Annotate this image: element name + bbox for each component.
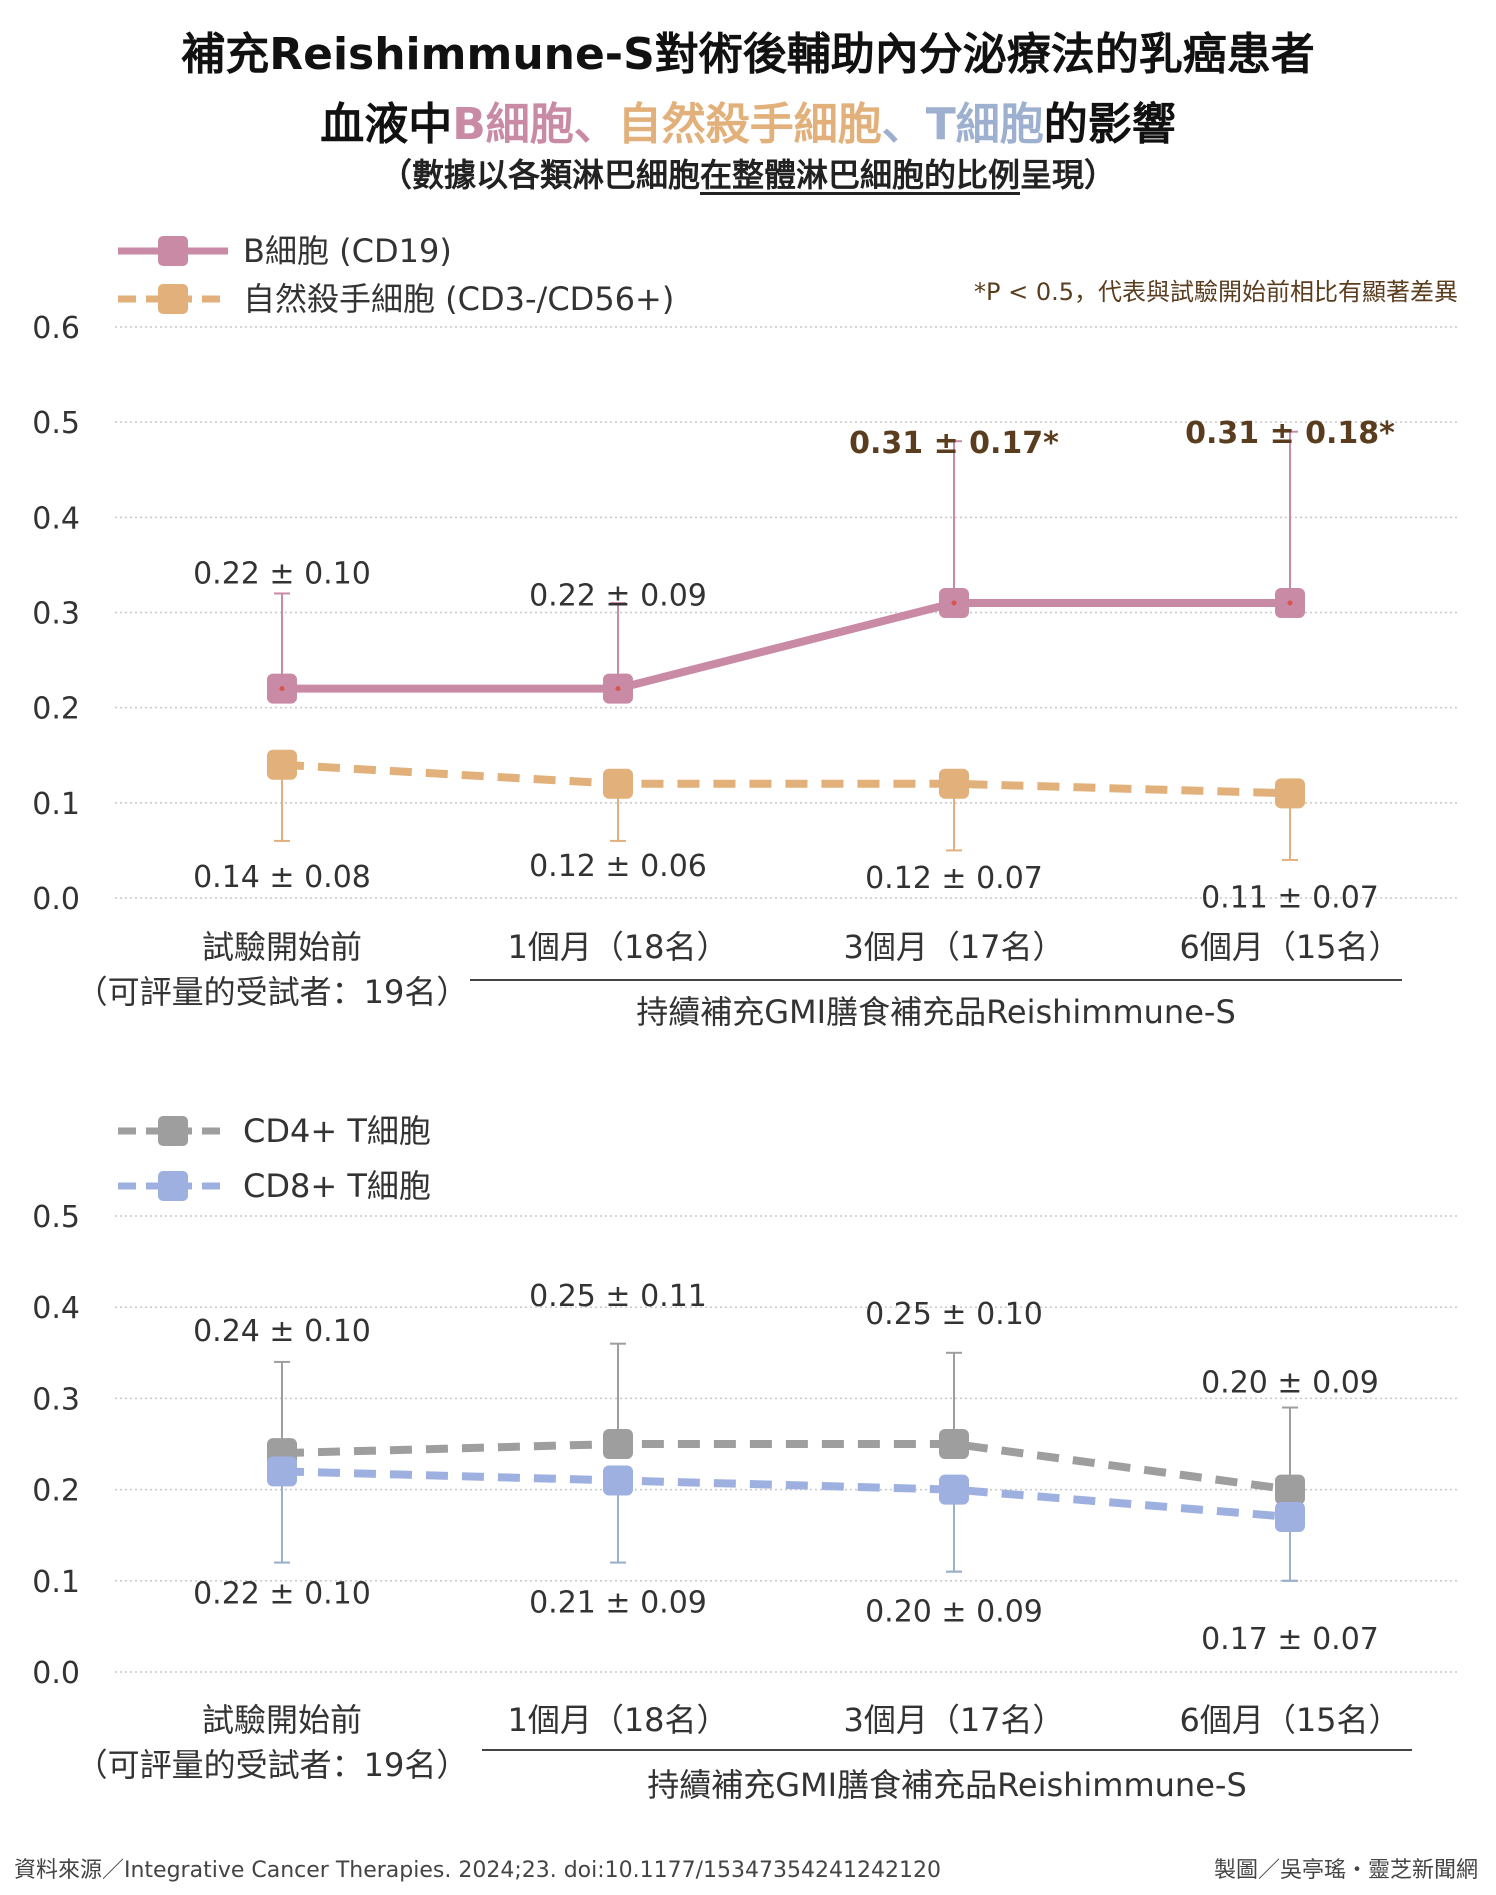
baseline-note: （可評量的受試者：19名） [76, 1746, 469, 1784]
series-1-0-point [1275, 1474, 1305, 1505]
data-note-open: （數據以各類淋巴細胞 [379, 156, 700, 194]
x-category-label: 3個月（17名） [843, 1701, 1064, 1739]
legend-label: CD8+ T細胞 [243, 1167, 431, 1205]
significance-note: *P < 0.5，代表與試驗開始前相比有顯著差異 [974, 278, 1458, 306]
series-1-0-point [603, 1429, 633, 1459]
y-tick-label: 0.0 [32, 882, 80, 917]
legend-label: 自然殺手細胞 (CD3-/CD56+) [243, 280, 674, 318]
subtitle-separator-1: 、 [573, 99, 618, 150]
x-category-label: 試驗開始前 [202, 928, 362, 966]
data-label: 0.31 ± 0.17* [849, 426, 1059, 461]
series-0-1-line [281, 760, 1291, 798]
data-label: 0.24 ± 0.10 [193, 1314, 371, 1349]
y-tick-label: 0.6 [32, 311, 80, 346]
series-1-1-point [603, 1465, 633, 1496]
x-category-label: 試驗開始前 [202, 1701, 362, 1739]
series-0-1-point [939, 768, 969, 799]
chart-title: 補充Reishimmune-S對術後輔助內分泌療法的乳癌患者 [181, 29, 1315, 80]
legend-marker [158, 284, 188, 314]
point-center-dot [951, 600, 957, 606]
y-tick-label: 0.2 [32, 1474, 80, 1509]
subtitle-suffix: 的影響 [1043, 99, 1176, 150]
group-label: 持續補充GMI膳食補充品Reishimmune-S [647, 1766, 1247, 1804]
y-tick-label: 0.3 [32, 597, 80, 632]
point-center-dot [615, 686, 621, 692]
data-label: 0.17 ± 0.07 [1201, 1622, 1379, 1657]
subtitle-nk-cell: 自然殺手細胞 [617, 99, 882, 150]
series-1-1-line [281, 1467, 1291, 1521]
footer-source: 資料來源／Integrative Cancer Therapies. 2024;… [14, 1858, 941, 1883]
y-tick-label: 0.2 [32, 692, 80, 727]
series-0-1-point [1275, 778, 1305, 809]
x-category-label: 6個月（15名） [1179, 928, 1400, 966]
data-label: 0.25 ± 0.11 [529, 1279, 707, 1314]
legend-label: CD4+ T細胞 [243, 1112, 431, 1150]
data-label: 0.22 ± 0.09 [529, 579, 707, 614]
x-category-label: 6個月（15名） [1179, 1701, 1400, 1739]
x-category-label: 3個月（17名） [843, 928, 1064, 966]
point-center-dot [279, 686, 285, 692]
y-tick-label: 0.4 [32, 501, 80, 536]
y-tick-label: 0.5 [32, 1200, 80, 1235]
data-label: 0.11 ± 0.07 [1201, 880, 1379, 915]
subtitle-t-cell: T細胞 [925, 99, 1044, 150]
series-1-1-point [267, 1456, 297, 1487]
y-tick-label: 0.3 [32, 1382, 80, 1417]
series-0-1-point [603, 768, 633, 799]
series-1-1-point [939, 1474, 969, 1505]
subtitle-b-cell: B細胞 [452, 99, 574, 150]
data-label: 0.21 ± 0.09 [529, 1585, 707, 1620]
subtitle-prefix: 血液中 [320, 99, 453, 150]
x-category-label: 1個月（18名） [507, 1701, 728, 1739]
data-label: 0.12 ± 0.07 [865, 861, 1043, 896]
y-tick-label: 0.1 [32, 1565, 80, 1600]
data-label: 0.31 ± 0.18* [1185, 416, 1395, 451]
series-0-0-line [278, 598, 1294, 693]
footer-credit: 製圖／吳亭瑤・靈芝新聞網 [1213, 1858, 1478, 1883]
data-label: 0.22 ± 0.10 [193, 1576, 371, 1611]
legend-label: B細胞 (CD19) [243, 232, 452, 270]
x-category-label: 1個月（18名） [507, 928, 728, 966]
series-1-1-point [1275, 1501, 1305, 1532]
y-tick-label: 0.4 [32, 1291, 80, 1326]
data-label: 0.20 ± 0.09 [1201, 1366, 1379, 1401]
legend-marker [158, 236, 188, 266]
series-1-0-line [281, 1440, 1291, 1494]
y-tick-label: 0.5 [32, 406, 80, 441]
data-note-close: 呈現） [1020, 156, 1117, 194]
subtitle-separator-2: 、 [881, 99, 926, 150]
chart-data-note: （數據以各類淋巴細胞在整體淋巴細胞的比例呈現） [0, 150, 1496, 196]
series-0-1-point [267, 749, 297, 780]
data-label: 0.14 ± 0.08 [193, 860, 371, 895]
data-label: 0.12 ± 0.06 [529, 849, 707, 884]
legend-marker [158, 1171, 188, 1201]
data-label: 0.20 ± 0.09 [865, 1595, 1043, 1630]
group-label: 持續補充GMI膳食補充品Reishimmune-S [636, 993, 1236, 1031]
data-label: 0.22 ± 0.10 [193, 557, 371, 592]
y-tick-label: 0.0 [32, 1656, 80, 1691]
data-note-underlined: 在整體淋巴細胞的比例 [699, 156, 1020, 194]
chart-subtitle: 血液中B細胞、自然殺手細胞、T細胞的影響 [0, 88, 1496, 152]
series-1-0-point [939, 1429, 969, 1459]
legend-marker [158, 1116, 188, 1146]
baseline-note: （可評量的受試者：19名） [76, 973, 469, 1011]
y-tick-label: 0.1 [32, 787, 80, 822]
point-center-dot [1287, 600, 1293, 606]
data-label: 0.25 ± 0.10 [865, 1297, 1043, 1332]
